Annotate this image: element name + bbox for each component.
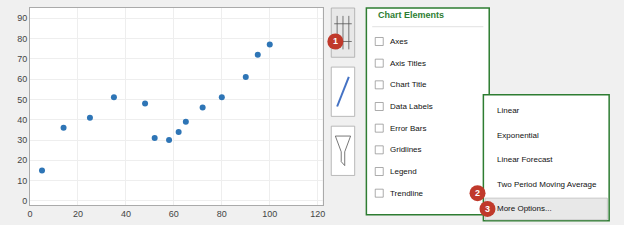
svg-text:80: 80 — [217, 209, 227, 219]
svg-text:Legend: Legend — [390, 167, 417, 176]
svg-text:10: 10 — [17, 176, 27, 186]
svg-text:40: 40 — [121, 209, 131, 219]
svg-text:Trendline: Trendline — [390, 189, 424, 198]
svg-text:90: 90 — [17, 13, 27, 23]
svg-text:20: 20 — [17, 155, 27, 165]
svg-text:50: 50 — [17, 95, 27, 105]
svg-text:20: 20 — [73, 209, 83, 219]
svg-text:Data Labels: Data Labels — [390, 102, 433, 111]
svg-text:40: 40 — [17, 115, 27, 125]
svg-text:60: 60 — [169, 209, 179, 219]
svg-text:Linear Forecast: Linear Forecast — [497, 155, 553, 164]
svg-text:100: 100 — [262, 209, 277, 219]
svg-text:Axis Titles: Axis Titles — [390, 59, 426, 68]
svg-text:Chart Title: Chart Title — [390, 80, 427, 89]
svg-text:70: 70 — [17, 54, 27, 64]
svg-text:Axes: Axes — [390, 37, 408, 46]
svg-text:120: 120 — [310, 209, 325, 219]
svg-text:More Options...: More Options... — [497, 204, 552, 213]
svg-text:60: 60 — [17, 74, 27, 84]
svg-text:80: 80 — [17, 34, 27, 44]
svg-text:0: 0 — [22, 196, 27, 206]
svg-text:Two Period Moving Average: Two Period Moving Average — [497, 180, 597, 189]
svg-text:2: 2 — [475, 188, 480, 198]
svg-text:3: 3 — [485, 204, 490, 214]
svg-text:Exponential: Exponential — [497, 131, 539, 140]
svg-text:0: 0 — [27, 209, 32, 219]
svg-text:30: 30 — [17, 135, 27, 145]
svg-text:Gridlines: Gridlines — [390, 145, 422, 154]
svg-text:Error Bars: Error Bars — [390, 124, 426, 133]
svg-text:Linear: Linear — [497, 106, 520, 115]
svg-text:Chart Elements: Chart Elements — [378, 10, 444, 20]
svg-text:1: 1 — [333, 36, 338, 46]
